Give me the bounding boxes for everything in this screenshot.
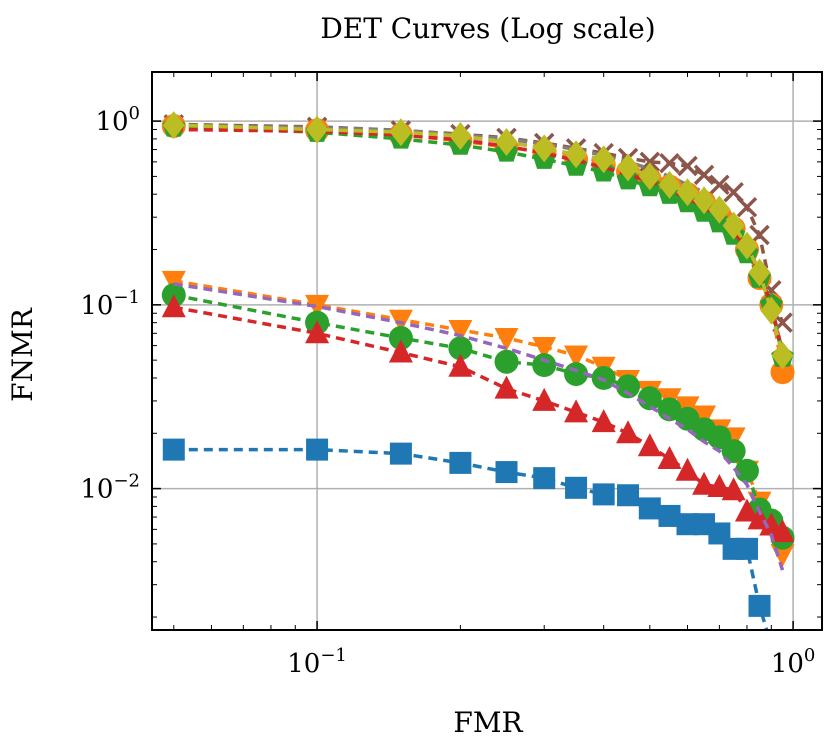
data-point-diamond bbox=[760, 296, 783, 325]
data-point-circle bbox=[494, 349, 519, 374]
data-point-circle bbox=[616, 374, 641, 399]
x-tick-label: 10−1 bbox=[287, 645, 347, 679]
data-point-diamond bbox=[495, 127, 518, 156]
data-point-diamond bbox=[533, 134, 556, 163]
data-point-triangle-up bbox=[721, 477, 746, 501]
data-point-circle bbox=[388, 326, 413, 351]
data-point-square bbox=[495, 461, 518, 484]
data-point-diamond bbox=[658, 170, 681, 199]
data-point-diamond bbox=[389, 118, 412, 147]
data-point-circle bbox=[591, 365, 616, 390]
data-point-triangle-down bbox=[448, 319, 473, 343]
data-point-diamond bbox=[306, 115, 329, 144]
data-point-triangle-up bbox=[161, 294, 186, 318]
data-point-triangle-up bbox=[770, 519, 795, 543]
data-point-square bbox=[638, 497, 661, 520]
data-point-diamond bbox=[748, 258, 771, 287]
chart-title: DET Curves (Log scale) bbox=[320, 12, 655, 45]
y-tick-label: 100 bbox=[95, 103, 140, 137]
x-tick-label: 100 bbox=[771, 645, 816, 679]
data-point-diamond bbox=[676, 178, 699, 207]
data-point-triangle-down bbox=[494, 328, 519, 352]
grid-lines bbox=[152, 72, 822, 630]
plot-area bbox=[161, 111, 795, 630]
data-point-square bbox=[449, 451, 472, 474]
data-point-square bbox=[306, 438, 329, 461]
data-point-square bbox=[592, 483, 615, 506]
x-axis-label: FMR bbox=[453, 706, 523, 739]
data-point-square bbox=[565, 476, 588, 499]
data-point-triangle-up bbox=[564, 399, 589, 423]
data-point-triangle-up bbox=[532, 387, 557, 411]
series-line bbox=[173, 282, 785, 571]
data-point-circle bbox=[532, 353, 557, 378]
y-tick-label: 10−2 bbox=[80, 471, 140, 505]
series-4 bbox=[161, 294, 795, 543]
data-point-diamond bbox=[162, 111, 185, 140]
data-point-square bbox=[676, 513, 699, 536]
data-point-square bbox=[389, 442, 412, 465]
series-12 bbox=[162, 111, 794, 370]
data-point-triangle-up bbox=[657, 445, 682, 469]
data-point-triangle-up bbox=[707, 474, 732, 498]
data-point-triangle-down bbox=[564, 345, 589, 369]
data-point-diamond bbox=[617, 153, 640, 182]
data-point-diamond bbox=[638, 162, 661, 191]
series-line bbox=[173, 123, 785, 356]
data-point-square bbox=[533, 467, 556, 490]
series-line bbox=[173, 123, 785, 352]
data-point-triangle-up bbox=[734, 498, 759, 522]
data-point-circle bbox=[448, 336, 473, 361]
data-point-diamond bbox=[708, 195, 731, 224]
data-point-square bbox=[735, 537, 758, 560]
axes-frame bbox=[151, 71, 823, 631]
data-point-circle bbox=[734, 458, 759, 483]
data-point-triangle-up bbox=[637, 433, 662, 457]
data-point-diamond bbox=[735, 231, 758, 260]
series-5 bbox=[173, 282, 785, 571]
series-10 bbox=[162, 114, 794, 367]
data-point-circle bbox=[721, 439, 746, 464]
data-point-square bbox=[748, 594, 771, 617]
data-point-triangle-down bbox=[532, 336, 557, 360]
data-point-square bbox=[617, 484, 640, 507]
data-point-triangle-up bbox=[675, 457, 700, 481]
data-point-x bbox=[709, 174, 730, 196]
data-point-triangle-up bbox=[448, 353, 473, 377]
data-point-x bbox=[659, 152, 680, 174]
data-point-triangle-up bbox=[388, 339, 413, 363]
data-point-triangle-up bbox=[616, 420, 641, 444]
data-point-triangle-down bbox=[161, 270, 186, 294]
data-point-triangle-up bbox=[692, 471, 717, 495]
data-point-diamond bbox=[592, 145, 615, 174]
data-point-triangle-up bbox=[494, 375, 519, 399]
series-8 bbox=[173, 123, 785, 352]
data-point-triangle-down bbox=[692, 405, 717, 429]
axis-ticks: 10−1 100 10−2 10−1 100 bbox=[80, 72, 822, 679]
data-point-diamond bbox=[693, 186, 716, 215]
data-point-triangle-up bbox=[591, 409, 616, 433]
data-point-diamond bbox=[722, 211, 745, 240]
data-point-square bbox=[162, 438, 185, 461]
y-tick-label: 10−1 bbox=[80, 287, 140, 321]
data-point-triangle-up bbox=[305, 320, 330, 344]
data-point-diamond bbox=[771, 341, 794, 370]
series-9 bbox=[161, 114, 795, 385]
data-point-triangle-down bbox=[305, 294, 330, 318]
data-point-square bbox=[658, 504, 681, 527]
series-1 bbox=[162, 438, 771, 630]
data-point-x bbox=[693, 164, 715, 186]
data-point-diamond bbox=[565, 140, 588, 169]
data-point-x bbox=[677, 155, 698, 177]
y-axis-label: FNMR bbox=[6, 307, 39, 402]
data-point-x bbox=[736, 196, 758, 218]
data-point-diamond bbox=[449, 121, 472, 150]
series-line bbox=[173, 122, 785, 324]
